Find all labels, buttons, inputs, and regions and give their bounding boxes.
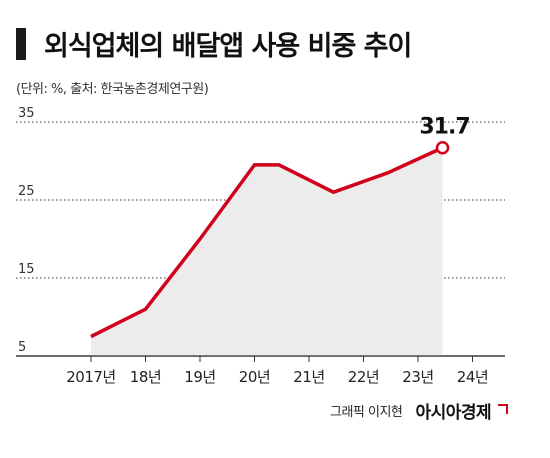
x-tick-label-6: 23년 — [402, 368, 433, 386]
footer: 그래픽 이지현 아시아경제 — [330, 398, 509, 423]
x-tick-label-5: 22년 — [348, 368, 379, 386]
tick-layer: 2017년 18년 19년 20년 21년 22년 23년 24년 — [16, 355, 505, 386]
graphic-credit: 그래픽 이지현 — [330, 405, 403, 420]
chart-title: 외식업체의 배달앱 사용 비중 추이 — [44, 31, 412, 62]
y-tick-label-25: 25 — [18, 184, 35, 199]
x-tick-label-7: 24년 — [457, 368, 488, 386]
marker-layer: 31.7 — [419, 115, 471, 155]
end-value-label: 31.7 — [419, 115, 469, 140]
chart-subtitle: (단위: %, 출처: 한국농촌경제연구원) — [16, 82, 209, 97]
y-tick-label-35: 35 — [18, 106, 35, 121]
x-tick-label-2: 19년 — [184, 368, 215, 386]
brand-mark-icon — [498, 404, 509, 414]
title-accent-bar — [16, 28, 26, 60]
brand-logo: 아시아경제 — [415, 403, 492, 423]
y-tick-label-15: 15 — [18, 262, 35, 277]
y-tick-label-5: 5 — [18, 340, 26, 355]
end-point-marker — [435, 140, 450, 155]
x-tick-label-1: 18년 — [130, 368, 161, 386]
x-tick-label-4: 21년 — [293, 368, 324, 386]
x-tick-label-3: 20년 — [239, 368, 270, 386]
x-tick-label-0: 2017년 — [66, 368, 115, 386]
series-line — [90, 146, 444, 339]
area-fill — [91, 147, 443, 356]
